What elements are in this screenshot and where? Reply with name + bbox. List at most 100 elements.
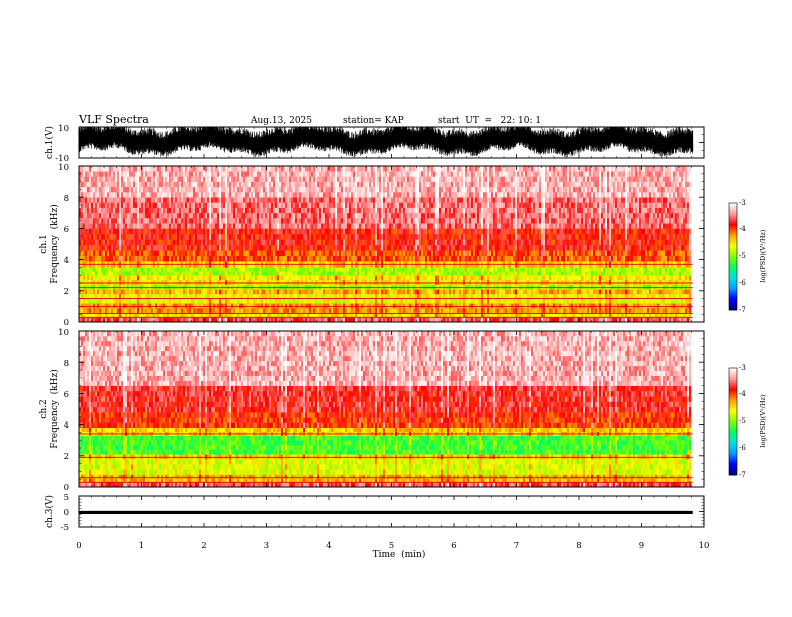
spectrogram-cell	[357, 234, 359, 240]
spectrogram-cell	[369, 308, 371, 313]
spectrogram-cell	[135, 223, 137, 229]
spectrogram-cell	[193, 187, 195, 193]
spectrogram-cell	[135, 285, 137, 290]
spectrogram-cell	[367, 267, 369, 271]
spectrogram-cell	[237, 285, 239, 290]
spectrogram-cell	[391, 289, 393, 294]
spectrogram-cell	[233, 271, 235, 275]
spectrogram-cell	[259, 256, 261, 262]
spectrogram-cell	[121, 299, 123, 304]
spectrogram-cell	[309, 223, 311, 229]
spectrogram-cell	[153, 187, 155, 193]
spectrogram-cell	[295, 308, 297, 313]
spectrogram-cell	[265, 289, 267, 294]
spectrogram-cell	[231, 223, 233, 229]
spectrogram-cell	[301, 303, 303, 308]
spectrogram-cell	[315, 280, 317, 285]
spectrogram-cell	[273, 280, 275, 285]
spectrogram-cell	[205, 197, 207, 203]
ch1-waveform-ylabel: ch.1(V)	[44, 126, 55, 159]
spectrogram-cell	[269, 285, 271, 290]
spectrogram-cell	[361, 176, 363, 182]
spectrogram-cell	[105, 208, 107, 214]
spectrogram-cell	[285, 239, 287, 245]
spectrogram-cell	[93, 289, 95, 294]
spectrogram-cell	[343, 280, 345, 285]
spectrogram-cell	[143, 187, 145, 193]
spectrogram-cell	[371, 245, 373, 251]
spectrogram-cell	[153, 303, 155, 308]
spectrogram-cell	[331, 187, 333, 193]
spectrogram-cell	[123, 285, 125, 290]
spectrogram-cell	[329, 228, 331, 234]
spectrogram-cell	[211, 267, 213, 271]
spectrogram-cell	[159, 182, 161, 188]
spectrogram-cell	[379, 239, 381, 245]
spectrogram-cell	[111, 303, 113, 308]
spectrogram-cell	[131, 187, 133, 193]
spectrogram-cell	[153, 218, 155, 224]
spectrogram-cell	[121, 285, 123, 290]
spectrogram-cell	[251, 303, 253, 308]
spectrogram-cell	[341, 285, 343, 290]
spectrogram-cell	[119, 223, 121, 229]
spectrogram-cell	[125, 187, 127, 193]
spectrogram-cell	[341, 208, 343, 214]
spectrogram-cell	[175, 299, 177, 304]
spectrogram-cell	[359, 171, 361, 177]
spectrogram-cell	[161, 197, 163, 203]
spectrogram-cell	[309, 271, 311, 275]
spectrogram-cell	[207, 280, 209, 285]
spectrogram-cell	[381, 218, 383, 224]
spectrogram-cell	[235, 228, 237, 234]
spectrogram-cell	[251, 228, 253, 234]
spectrogram-cell	[195, 187, 197, 193]
spectrogram-cell	[327, 285, 329, 290]
spectrogram-cell	[231, 245, 233, 251]
spectrogram-cell	[215, 202, 217, 208]
spectrogram-cell	[81, 245, 83, 251]
spectrogram-cell	[295, 208, 297, 214]
spectrogram-cell	[133, 271, 135, 275]
spectrogram-cell	[155, 245, 157, 251]
spectrogram-cell	[251, 187, 253, 193]
spectrogram-cell	[109, 245, 111, 251]
spectrogram-cell	[237, 192, 239, 198]
spectrogram-cell	[139, 299, 141, 304]
spectrogram-cell	[325, 234, 327, 240]
spectrogram-cell	[359, 213, 361, 219]
spectrogram-cell	[375, 166, 377, 172]
spectrogram-cell	[89, 271, 91, 275]
spectrogram-cell	[197, 197, 199, 203]
spectrogram-cell	[133, 275, 135, 280]
spectrogram-cell	[125, 208, 127, 214]
spectrogram-cell	[379, 166, 381, 172]
spectrogram-cell	[167, 197, 169, 203]
spectrogram-cell	[321, 213, 323, 219]
spectrogram-cell	[329, 197, 331, 203]
spectrogram-cell	[361, 275, 363, 280]
spectrogram-cell	[203, 208, 205, 214]
spectrogram-cell	[253, 218, 255, 224]
spectrogram-cell	[169, 267, 171, 271]
spectrogram-cell	[125, 192, 127, 198]
spectrogram-cell	[231, 192, 233, 198]
spectrogram-cell	[201, 176, 203, 182]
spectrogram-cell	[289, 303, 291, 308]
spectrogram-cell	[387, 250, 389, 256]
spectrogram-cell	[383, 218, 385, 224]
spectrogram-cell	[105, 267, 107, 271]
spectrogram-cell	[143, 213, 145, 219]
spectrogram-cell	[207, 197, 209, 203]
spectrogram-cell	[365, 202, 367, 208]
spectrogram-cell	[337, 197, 339, 203]
spectrogram-cell	[275, 192, 277, 198]
spectrogram-cell	[267, 285, 269, 290]
spectrogram-cell	[97, 223, 99, 229]
spectrogram-cell	[103, 289, 105, 294]
spectrogram-cell	[367, 218, 369, 224]
spectrogram-cell	[373, 234, 375, 240]
spectrogram-cell	[359, 223, 361, 229]
spectrogram-cell	[191, 303, 193, 308]
spectrogram-cell	[215, 197, 217, 203]
